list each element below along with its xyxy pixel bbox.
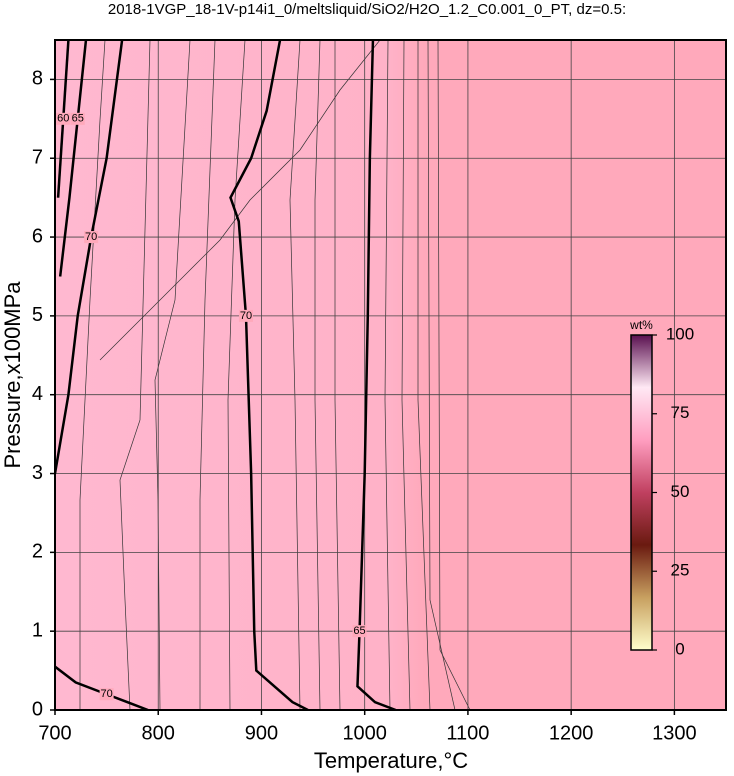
x-tick-label: 700 bbox=[38, 722, 71, 744]
contour-label-bg bbox=[84, 231, 99, 244]
contour-label-bg bbox=[238, 309, 253, 322]
y-tick-label: 2 bbox=[32, 541, 43, 563]
contour-line bbox=[58, 40, 88, 277]
y-tick-label: 8 bbox=[32, 68, 43, 90]
shading bbox=[55, 40, 726, 710]
minor-contours bbox=[79, 40, 471, 710]
contour-label: 60 bbox=[57, 113, 69, 125]
plot-frame bbox=[54, 39, 727, 711]
y-axis-label: Pressure,x100MPa bbox=[0, 281, 25, 469]
colorbar-label: wt% bbox=[629, 318, 653, 332]
contour-label-bg bbox=[352, 625, 367, 638]
x-tick-label: 1300 bbox=[652, 722, 697, 744]
x-tick-label: 1100 bbox=[446, 722, 489, 744]
y-tick-label: 3 bbox=[32, 462, 43, 484]
y-tick-label: 5 bbox=[32, 304, 43, 326]
colorbar-tick-label: 75 bbox=[671, 403, 690, 422]
contour-label-bg bbox=[99, 688, 114, 701]
contour-label: 65 bbox=[353, 625, 365, 637]
contour-label-bg bbox=[70, 112, 85, 125]
y-tick-label: 7 bbox=[32, 147, 43, 169]
x-tick-label: 1000 bbox=[342, 722, 387, 744]
y-tick-label: 0 bbox=[32, 698, 43, 720]
colorbar-scale bbox=[630, 334, 653, 651]
contour-label: 70 bbox=[100, 688, 112, 700]
contour-line bbox=[55, 665, 149, 710]
colorbar: wt% 0 25 50 75 100 bbox=[629, 318, 694, 658]
chart-title: 2018-1VGP_18-1V-p14i1_0/meltsliquid/SiO2… bbox=[108, 1, 626, 18]
colorbar-tick-label: 0 bbox=[675, 639, 684, 658]
y-tick-label: 6 bbox=[32, 225, 43, 247]
x-tick-label: 900 bbox=[245, 722, 278, 744]
contour-label: 65 bbox=[72, 113, 84, 125]
x-tick-label: 1200 bbox=[549, 722, 594, 744]
contour-label-bg bbox=[56, 112, 71, 125]
contour-line bbox=[55, 40, 124, 474]
x-tick-label: 800 bbox=[142, 722, 175, 744]
colorbar-tick-label: 100 bbox=[666, 324, 694, 343]
x-axis-label: Temperature,°C bbox=[314, 748, 468, 773]
y-tick-label: 1 bbox=[32, 619, 43, 641]
contour-label: 70 bbox=[85, 231, 97, 243]
colorbar-tick-label: 25 bbox=[671, 561, 690, 580]
contour-line bbox=[356, 40, 397, 710]
contour-label: 70 bbox=[240, 310, 252, 322]
colorbar-tick-label: 50 bbox=[671, 482, 690, 501]
y-tick-label: 4 bbox=[32, 383, 43, 405]
